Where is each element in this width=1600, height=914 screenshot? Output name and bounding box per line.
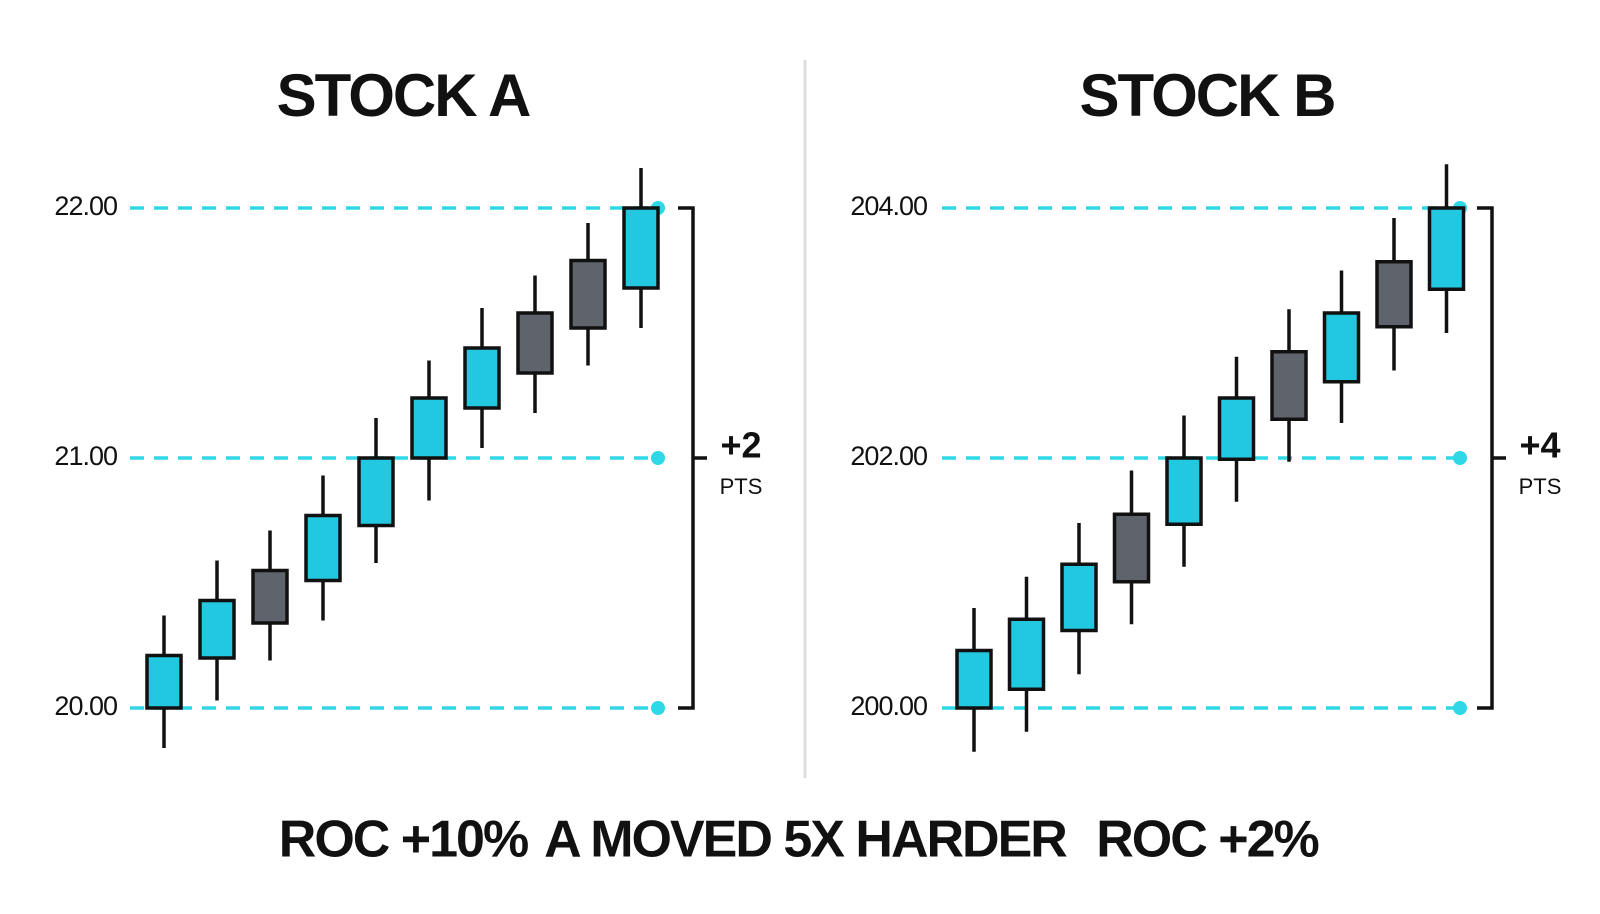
roc-label: ROC +2% [1096,811,1318,869]
y-tick-label: 202.00 [850,441,927,471]
candle-body [1165,456,1203,526]
candle-body [1427,206,1466,291]
range-bracket [1477,206,1506,710]
candle-body [516,311,554,375]
candle-body [1007,617,1046,691]
candle-body [622,206,660,290]
candle-body [1322,311,1361,384]
candle-body [1217,396,1256,461]
y-tick-label: 21.00 [54,441,117,471]
candle-body [1375,260,1413,329]
chart-title: STOCK B [1080,62,1335,129]
candle-body [145,653,183,710]
candle-body [251,568,289,625]
range-annotation: +4 [1519,425,1560,466]
candle-body [1112,512,1151,584]
candle-body [1060,562,1098,633]
guide-dot [651,451,665,465]
range-annotation: +2 [720,425,761,466]
roc-label: ROC +10% [279,811,528,869]
range-bracket [678,206,707,710]
candle-body [463,346,501,410]
y-tick-label: 200.00 [850,691,927,721]
guide-dot [1453,701,1467,715]
guide-dot [651,701,665,715]
candle-body [198,598,236,660]
candle-body [357,456,395,528]
candle-body [1270,350,1308,421]
caption: A MOVED 5X HARDER [544,811,1067,869]
candle-body [410,396,448,460]
candle-body [569,258,607,330]
range-unit: PTS [720,474,763,499]
candle-body [304,513,342,583]
y-tick-label: 20.00 [54,691,117,721]
guide-dot [1453,451,1467,465]
range-unit: PTS [1519,474,1562,499]
y-tick-label: 204.00 [850,191,927,221]
y-tick-label: 22.00 [54,191,117,221]
chart-title: STOCK A [277,62,530,129]
candle-body [955,648,993,710]
